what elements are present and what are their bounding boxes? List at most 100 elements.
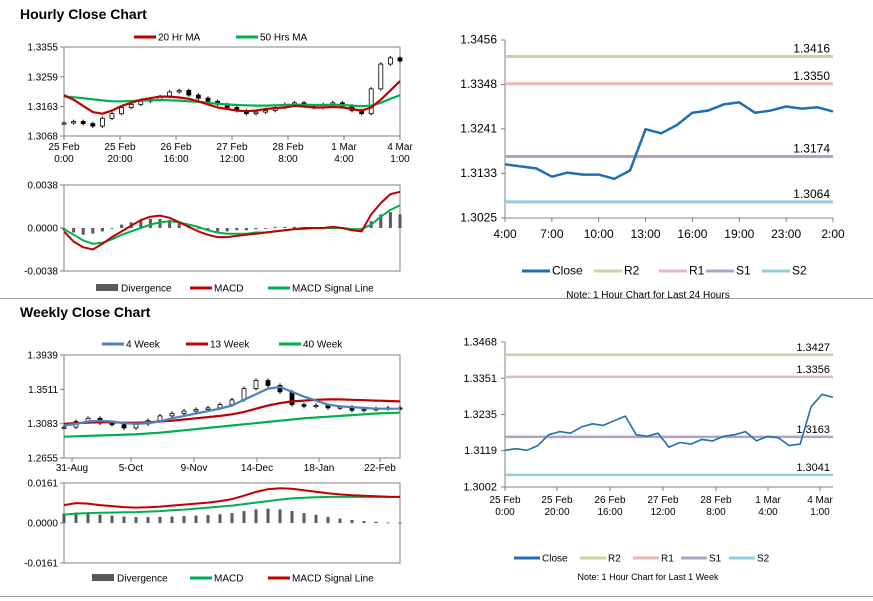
hourly-macd-divergence-bar	[388, 212, 392, 228]
hourly-candle-body	[205, 97, 211, 102]
weekly-macd-divergence-bar	[350, 520, 354, 523]
hourly-section-title: Hourly Close Chart	[20, 6, 147, 22]
weekly-macd-ytick-label: 0.0000	[27, 519, 58, 530]
hourly-price-xtick-date: 4 Mar	[387, 142, 413, 153]
hourly-price-xtick-date: 28 Feb	[272, 142, 304, 153]
hourly-price-xtick-date: 27 Feb	[216, 142, 248, 153]
hourly-ma50-line	[63, 94, 401, 108]
weekly-1w-level-s1-label: 1.3163	[796, 424, 830, 436]
weekly-macd-ytick-label: -0.0161	[24, 559, 58, 570]
hourly-candle-body	[90, 123, 96, 127]
hourly-macd-legend-divergence-label: Divergence	[121, 284, 172, 295]
hourly-macd-legend-macd-label: MACD	[214, 284, 243, 295]
hourly-price-xtick-time: 0:00	[54, 154, 74, 165]
hourly-24h-xtick-label: 2:00	[821, 227, 845, 241]
hourly-24h-legend-r2-label: R2	[624, 264, 640, 278]
weekly-1w-level-r2-label: 1.3427	[796, 342, 830, 354]
hourly-macd-divergence-bar	[398, 214, 402, 228]
hourly-price-frame	[63, 46, 401, 137]
weekly-macd-divergence-bar	[110, 515, 114, 523]
hourly-macd-ytick-label: -0.0038	[24, 267, 58, 278]
hourly-macd-ytick-label: 0.0038	[27, 181, 58, 192]
weekly-macd-divergence-bar	[290, 511, 294, 523]
hourly-price-xtick-date: 25 Feb	[104, 142, 136, 153]
weekly-macd-divergence-bar	[242, 511, 246, 523]
hourly-24h-xtick-label: 23:00	[771, 227, 801, 241]
hourly-price-xtick-date: 1 Mar	[331, 142, 357, 153]
weekly-1w-xtick-time: 16:00	[597, 507, 622, 518]
weekly-macd-legend-signal-label: MACD Signal Line	[292, 574, 374, 585]
hourly-macd-divergence-bar	[177, 222, 181, 228]
hourly-24h-ytick-label: 1.3348	[460, 77, 497, 91]
weekly-1w-xtick-time: 20:00	[544, 507, 569, 518]
weekly-macd-signal-line	[63, 495, 400, 516]
weekly-price-xtick-label: 5-Oct	[119, 463, 144, 474]
hourly-macd-divergence-bar	[273, 226, 277, 228]
hourly-price-xtick-time: 4:00	[334, 154, 354, 165]
weekly-price-ytick-label: 1.3511	[28, 385, 58, 396]
weekly-macd-legend-divergence-label: Divergence	[117, 574, 168, 585]
hourly-24h-legend-r1-label: R1	[689, 264, 705, 278]
hourly-price-xtick-time: 20:00	[107, 154, 132, 165]
weekly-1w-xtick-time: 0:00	[495, 507, 515, 518]
weekly-macd-divergence-bar	[230, 513, 234, 523]
weekly-candle-body	[313, 405, 319, 408]
weekly-macd-divergence-bar	[134, 517, 138, 523]
weekly-candle-body	[193, 409, 199, 412]
weekly-macd-divergence-bar	[74, 512, 78, 523]
hourly-price-xtick-time: 12:00	[219, 154, 244, 165]
hourly-macd-divergence-bar	[196, 228, 200, 229]
weekly-candle-body	[169, 413, 175, 417]
hourly-24h-level-s2-label: 1.3064	[793, 187, 830, 201]
weekly-macd-legend-divergence-swatch	[92, 574, 114, 581]
hourly-24h-legend-s1-label: S1	[736, 264, 751, 278]
weekly-price-xtick-label: 9-Nov	[181, 463, 208, 474]
weekly-macd-ytick-label: 0.0161	[27, 479, 58, 490]
weekly-macd-divergence-bar	[278, 509, 282, 523]
weekly-macd-divergence-bar	[146, 517, 150, 523]
weekly-macd-divergence-bar	[398, 522, 402, 524]
hourly-macd-divergence-bar	[206, 228, 210, 231]
weekly-candle-body	[205, 407, 211, 410]
hourly-24h-xtick-label: 13:00	[631, 227, 661, 241]
hourly-price-xtick-date: 26 Feb	[160, 142, 192, 153]
weekly-macd-legend-macd-label: MACD	[214, 574, 243, 585]
hourly-macd-divergence-bar	[158, 218, 162, 228]
hourly-candle-body	[368, 88, 374, 115]
weekly-1w-legend-r1-label: R1	[661, 554, 674, 565]
weekly-macd-divergence-bar	[194, 515, 198, 523]
weekly-macd-divergence-bar	[386, 522, 390, 524]
hourly-macd-divergence-bar	[72, 228, 76, 233]
weekly-macd-divergence-bar	[206, 515, 210, 523]
weekly-1w-close-line	[504, 393, 834, 452]
section-divider	[0, 298, 873, 299]
weekly-1w-xtick-date: 26 Feb	[594, 495, 626, 506]
hourly-24h-level-s1-label: 1.3174	[793, 141, 830, 155]
weekly-1w-ytick-label: 1.3351	[463, 373, 497, 385]
hourly-price-xtick-time: 16:00	[163, 154, 188, 165]
weekly-4week-line	[63, 385, 400, 427]
hourly-price-xtick-time: 8:00	[278, 154, 298, 165]
hourly-24h-xtick-label: 16:00	[677, 227, 707, 241]
hourly-24h-level-r2-label: 1.3416	[793, 42, 830, 56]
hourly-candle-body	[253, 111, 259, 115]
weekly-1w-legend-r2-label: R2	[608, 554, 621, 565]
weekly-price-xtick-label: 22-Feb	[364, 463, 396, 474]
weekly-macd-divergence-bar	[218, 514, 222, 523]
hourly-macd-divergence-bar	[244, 228, 248, 231]
legend-4-week-label: 4 Week	[126, 340, 161, 351]
hourly-candle-body	[61, 122, 67, 125]
hourly-macd-divergence-bar	[216, 228, 220, 232]
hourly-macd-legend-signal-label: MACD Signal Line	[292, 284, 374, 295]
weekly-1w-level-r1-label: 1.3356	[796, 364, 830, 376]
weekly-candle-body	[121, 424, 127, 429]
hourly-macd-divergence-bar	[139, 220, 143, 228]
hourly-candle-body	[397, 57, 403, 62]
weekly-candle-body	[253, 380, 259, 390]
weekly-1w-legend-s1-label: S1	[709, 554, 722, 565]
hourly-24h-xtick-label: 7:00	[540, 227, 564, 241]
weekly-1w-xtick-date: 25 Feb	[489, 495, 521, 506]
hourly-24h-xtick-label: 19:00	[724, 227, 754, 241]
hourly-price-ytick-label: 1.3068	[27, 132, 58, 143]
